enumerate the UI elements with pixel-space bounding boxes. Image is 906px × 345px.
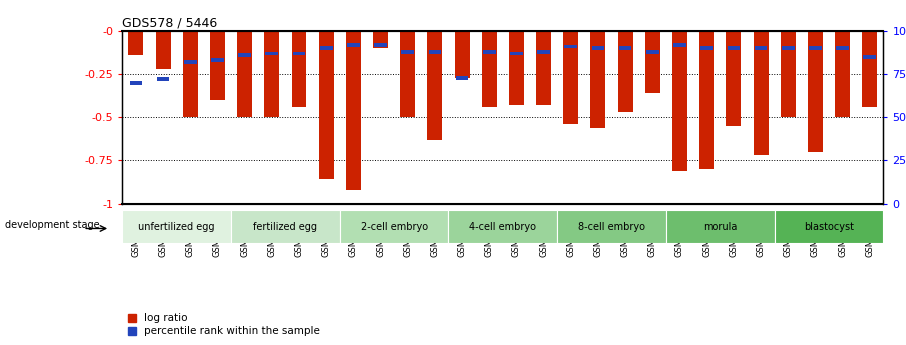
Bar: [456, 76, 468, 80]
Bar: [591, 31, 605, 128]
Text: GDS578 / 5446: GDS578 / 5446: [122, 17, 217, 30]
Text: 8-cell embryo: 8-cell embryo: [578, 222, 645, 232]
Bar: [320, 46, 333, 50]
Text: 4-cell embryo: 4-cell embryo: [469, 222, 536, 232]
Text: fertilized egg: fertilized egg: [254, 222, 317, 232]
Bar: [775, 210, 883, 243]
Bar: [809, 46, 822, 50]
Bar: [537, 50, 550, 54]
Bar: [238, 53, 251, 57]
Bar: [184, 60, 197, 64]
Bar: [319, 31, 333, 179]
Bar: [428, 31, 442, 140]
Bar: [700, 46, 713, 50]
Bar: [346, 31, 361, 190]
Bar: [292, 31, 306, 107]
Bar: [509, 31, 524, 105]
Bar: [835, 31, 850, 117]
Bar: [482, 31, 496, 107]
Bar: [157, 77, 169, 81]
Bar: [666, 210, 775, 243]
Bar: [646, 50, 659, 54]
Bar: [483, 50, 496, 54]
Bar: [645, 31, 660, 93]
Bar: [448, 210, 557, 243]
Bar: [619, 46, 631, 50]
Bar: [536, 31, 551, 105]
Bar: [754, 31, 768, 155]
Bar: [727, 31, 741, 126]
Bar: [401, 50, 414, 54]
Bar: [592, 46, 604, 50]
Bar: [564, 45, 577, 49]
Legend: log ratio, percentile rank within the sample: log ratio, percentile rank within the sa…: [128, 313, 320, 336]
Bar: [863, 55, 876, 59]
Bar: [781, 31, 795, 117]
Bar: [130, 81, 142, 85]
Bar: [211, 59, 224, 62]
Bar: [373, 31, 388, 48]
Bar: [129, 31, 143, 55]
Text: blastocyst: blastocyst: [804, 222, 854, 232]
Bar: [183, 31, 198, 117]
Bar: [293, 51, 305, 55]
Bar: [808, 31, 823, 152]
Bar: [564, 31, 578, 124]
Bar: [699, 31, 714, 169]
Text: development stage: development stage: [5, 220, 100, 230]
Bar: [782, 46, 795, 50]
Bar: [265, 31, 279, 117]
Bar: [673, 43, 686, 47]
Bar: [340, 210, 448, 243]
Bar: [618, 31, 632, 112]
Bar: [510, 51, 523, 55]
Text: morula: morula: [703, 222, 737, 232]
Bar: [836, 46, 849, 50]
Bar: [237, 31, 252, 117]
Bar: [863, 31, 877, 107]
Bar: [265, 51, 278, 55]
Bar: [672, 31, 687, 171]
Text: unfertilized egg: unfertilized egg: [139, 222, 215, 232]
Bar: [429, 50, 441, 54]
Bar: [231, 210, 340, 243]
Bar: [122, 210, 231, 243]
Bar: [156, 31, 170, 69]
Bar: [347, 43, 360, 47]
Bar: [210, 31, 225, 100]
Bar: [557, 210, 666, 243]
Bar: [374, 43, 387, 47]
Bar: [755, 46, 767, 50]
Text: 2-cell embryo: 2-cell embryo: [361, 222, 428, 232]
Bar: [400, 31, 415, 117]
Bar: [728, 46, 740, 50]
Bar: [455, 31, 469, 78]
